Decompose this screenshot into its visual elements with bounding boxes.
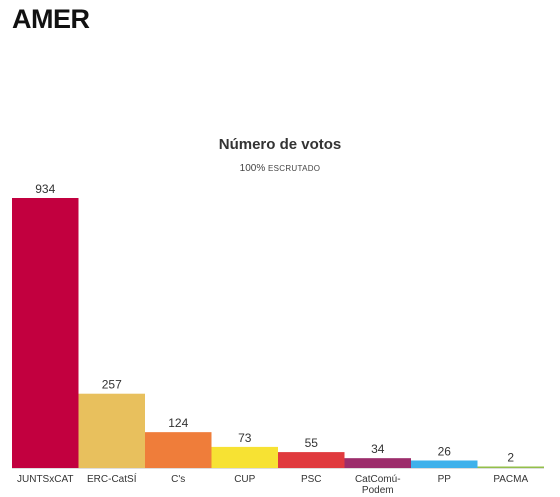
bar-psc <box>278 452 345 468</box>
category-label-cup: CUP <box>234 474 255 485</box>
value-label-cup: 73 <box>238 431 252 445</box>
category-label-erc-cats: ERC-CatSÍ <box>87 472 137 485</box>
category-label-pacma: PACMA <box>493 474 528 485</box>
bar-erc-cats <box>78 393 145 468</box>
chart-title: Número de votos <box>218 136 342 153</box>
bar-juntsxcat <box>12 198 79 468</box>
bar-c-s <box>145 432 212 468</box>
bar-cup <box>211 446 278 468</box>
scrutiny-label: ESCRUTADO <box>268 164 321 173</box>
category-label-pp: PP <box>438 474 452 485</box>
category-labels-group: JUNTSxCAT ERC-CatSÍ C's CUP PSC CatComú-Podem… <box>17 472 528 496</box>
category-label-catcom-podem: CatComú-Podem <box>355 474 401 496</box>
bar-catcom-podem <box>344 458 411 468</box>
bars-group <box>12 198 544 468</box>
bar-pacma <box>477 466 544 468</box>
value-label-c-s: 124 <box>168 416 188 430</box>
value-label-erc-cats: 257 <box>102 378 122 392</box>
page-title: AMER <box>12 4 90 34</box>
value-label-psc: 55 <box>305 436 319 450</box>
category-label-c-s: C's <box>171 474 185 485</box>
chart-subtitle: 100% ESCRUTADO <box>0 163 560 174</box>
bar-pp <box>411 460 478 468</box>
value-label-catcom-podem: 34 <box>371 442 385 456</box>
value-label-pacma: 2 <box>507 451 514 465</box>
value-label-juntsxcat: 934 <box>35 182 55 196</box>
category-label-juntsxcat: JUNTSxCAT <box>17 474 73 485</box>
scrutiny-percent: 100% <box>239 163 266 174</box>
category-label-psc: PSC <box>301 474 322 485</box>
value-label-pp: 26 <box>438 444 452 458</box>
value-labels-group: 934 257 124 73 55 34 26 2 <box>35 182 514 465</box>
